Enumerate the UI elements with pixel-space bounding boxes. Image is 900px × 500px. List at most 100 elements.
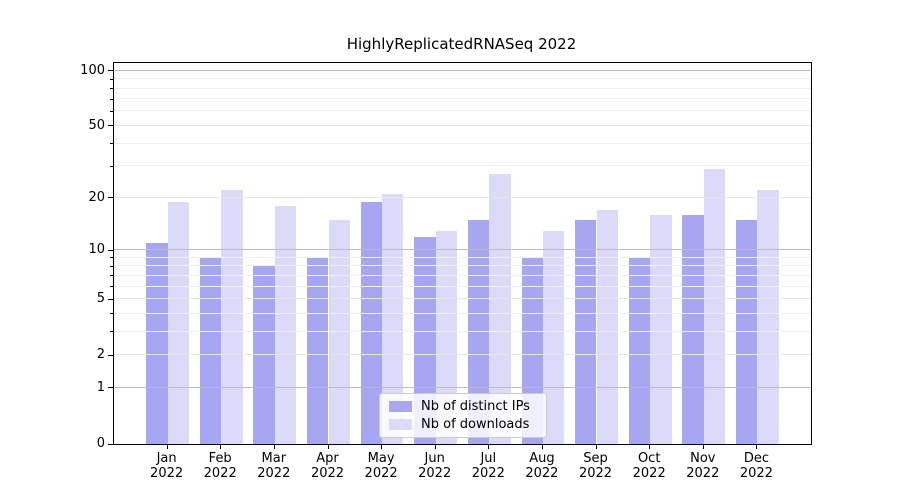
bar-distinct-ips-may [360, 201, 382, 444]
bar-distinct-ips-sep [575, 219, 597, 444]
x-tick-label-feb: Feb 2022 [203, 451, 237, 481]
bar-downloads-apr [328, 219, 350, 444]
y-tick-minor-3 [110, 331, 113, 333]
x-tick-label-jul: Jul 2022 [471, 451, 505, 481]
y-tick-minor-90 [110, 78, 113, 80]
x-tick-label-nov: Nov 2022 [686, 451, 720, 481]
gridline-y-1 [114, 386, 811, 388]
y-tick-minor-8 [110, 265, 113, 267]
bar-distinct-ips-apr [307, 257, 329, 444]
plot-area: Nb of distinct IPs Nb of downloads [113, 62, 812, 445]
y-tick-label-10: 10 [88, 242, 105, 257]
gridline-y-minor-8 [114, 265, 811, 267]
y-tick-minor-30 [110, 165, 113, 167]
bar-downloads-mar [274, 205, 297, 444]
gridline-y-minor-6 [114, 285, 811, 287]
x-tick-oct [649, 444, 651, 449]
gridline-y-2 [114, 354, 811, 356]
x-tick-feb [220, 444, 222, 449]
x-tick-mar [273, 444, 275, 449]
x-tick-jun [434, 444, 436, 449]
gridline-y-minor-60 [114, 110, 811, 112]
legend-label-distinct-ips: Nb of distinct IPs [421, 399, 530, 414]
y-tick-1 [108, 387, 113, 389]
y-tick-label-1: 1 [96, 379, 105, 395]
gridline-y-minor-80 [114, 87, 811, 89]
bar-distinct-ips-nov [682, 214, 704, 444]
y-tick-2 [108, 354, 113, 356]
bar-distinct-ips-oct [628, 257, 651, 444]
y-tick-5 [108, 298, 113, 300]
bar-distinct-ips-feb [199, 257, 222, 444]
legend-item-distinct-ips: Nb of distinct IPs [389, 399, 537, 414]
x-tick-label-sep: Sep 2022 [578, 451, 613, 481]
bar-downloads-nov [703, 168, 726, 444]
bar-distinct-ips-dec [735, 219, 758, 444]
bar-downloads-aug [542, 230, 565, 444]
gridline-y-5 [114, 298, 811, 299]
y-tick-label-5: 5 [96, 291, 105, 306]
gridline-y-minor-90 [114, 78, 811, 80]
x-tick-sep [595, 444, 597, 449]
bar-downloads-sep [596, 210, 618, 444]
bar-downloads-oct [650, 214, 672, 444]
y-tick-label-50: 50 [88, 117, 105, 133]
gridline-y-minor-3 [114, 330, 811, 332]
x-tick-label-jun: Jun 2022 [418, 451, 452, 481]
gridline-y-minor-9 [114, 256, 811, 258]
legend-item-downloads: Nb of downloads [389, 417, 537, 432]
y-tick-minor-4 [110, 313, 113, 315]
bar-downloads-jul [489, 174, 511, 444]
legend: Nb of distinct IPs Nb of downloads [379, 393, 547, 438]
bar-downloads-jan [167, 201, 189, 444]
legend-swatch-distinct-ips [389, 401, 412, 412]
x-tick-aug [541, 444, 543, 449]
y-tick-100 [108, 70, 113, 72]
gridline-y-minor-30 [114, 165, 811, 167]
x-tick-label-oct: Oct 2022 [632, 451, 666, 481]
gridline-y-minor-70 [114, 98, 811, 100]
x-tick-may [381, 444, 383, 449]
bar-distinct-ips-jun [414, 236, 436, 444]
y-tick-minor-70 [110, 98, 113, 100]
x-tick-label-may: May 2022 [364, 451, 398, 481]
gridline-y-100 [114, 69, 811, 71]
legend-label-downloads: Nb of downloads [421, 417, 530, 432]
x-tick-nov [702, 444, 704, 449]
y-tick-label-2: 2 [96, 347, 105, 363]
y-tick-minor-7 [110, 275, 113, 277]
y-tick-minor-60 [110, 110, 113, 112]
x-tick-apr [327, 444, 329, 449]
y-tick-minor-6 [110, 286, 113, 288]
gridline-y-50 [114, 124, 811, 126]
x-tick-label-jan: Jan 2022 [150, 451, 184, 481]
bar-downloads-dec [757, 190, 779, 444]
gridline-y-minor-7 [114, 274, 811, 276]
bar-distinct-ips-jan [146, 243, 168, 444]
gridline-y-10 [114, 249, 811, 250]
x-tick-label-mar: Mar 2022 [257, 451, 291, 481]
y-tick-label-100: 100 [80, 62, 105, 78]
x-tick-jul [488, 444, 490, 449]
x-tick-label-dec: Dec 2022 [739, 451, 773, 481]
bar-downloads-jun [435, 230, 458, 444]
bar-downloads-may [382, 193, 404, 444]
x-tick-dec [756, 444, 758, 449]
y-tick-50 [108, 125, 113, 127]
gridline-y-20 [114, 196, 811, 198]
legend-swatch-downloads [389, 419, 412, 430]
gridline-y-minor-40 [114, 142, 811, 144]
x-tick-jan [166, 444, 168, 449]
x-tick-label-aug: Aug 2022 [525, 451, 559, 481]
chart-title: HighlyReplicatedRNASeq 2022 [346, 35, 577, 53]
gridline-y-minor-4 [114, 312, 811, 314]
y-tick-minor-80 [110, 88, 113, 89]
y-tick-label-20: 20 [88, 189, 105, 205]
bar-downloads-feb [221, 190, 243, 444]
x-tick-label-apr: Apr 2022 [310, 451, 345, 481]
y-tick-label-0: 0 [96, 436, 105, 451]
y-tick-minor-40 [110, 143, 113, 145]
y-tick-10 [108, 249, 113, 251]
y-tick-0 [108, 443, 113, 445]
